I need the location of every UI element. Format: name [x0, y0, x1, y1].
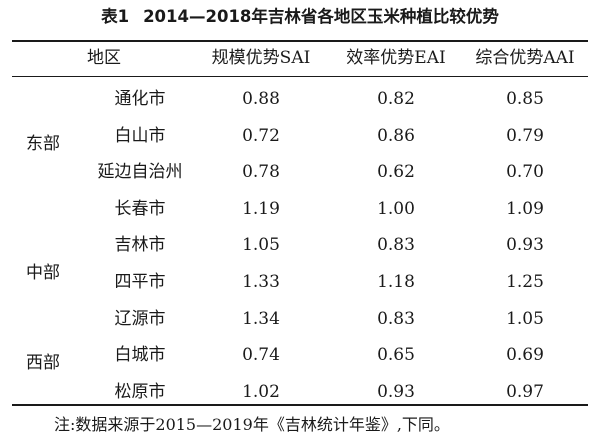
sai-cell: 0.78	[242, 162, 280, 182]
sai-cell: 0.74	[242, 345, 280, 365]
region-label-east: 东部	[26, 134, 60, 154]
header-region: 地区	[87, 48, 121, 68]
aai-cell: 0.97	[506, 382, 544, 402]
sai-cell: 1.02	[242, 382, 280, 402]
sai-cell: 1.05	[242, 235, 280, 255]
eai-cell: 1.00	[377, 199, 415, 219]
sai-cell: 0.72	[242, 126, 280, 146]
sai-cell: 1.33	[242, 272, 280, 292]
eai-cell: 0.65	[377, 345, 415, 365]
eai-cell: 0.62	[377, 162, 415, 182]
eai-cell: 0.83	[377, 309, 415, 329]
sai-cell: 1.19	[242, 199, 280, 219]
aai-cell: 1.09	[506, 199, 544, 219]
bottom-rule	[12, 404, 588, 406]
eai-cell: 0.83	[377, 235, 415, 255]
header-aai: 综合优势AAI	[475, 48, 575, 68]
city-cell: 吉林市	[114, 235, 166, 255]
sai-cell: 0.88	[242, 89, 280, 109]
city-cell: 通化市	[114, 89, 166, 109]
city-cell: 延边自治州	[97, 162, 183, 182]
eai-cell: 0.93	[377, 382, 415, 402]
region-label-central: 中部	[26, 263, 60, 283]
city-cell: 白城市	[114, 345, 166, 365]
table-title: 表1 2014—2018年吉林省各地区玉米种植比较优势	[0, 6, 600, 28]
city-cell: 四平市	[114, 272, 166, 292]
eai-cell: 0.86	[377, 126, 415, 146]
aai-cell: 1.25	[506, 272, 544, 292]
eai-cell: 0.82	[377, 89, 415, 109]
aai-cell: 0.70	[506, 162, 544, 182]
table-number: 表1	[101, 7, 130, 26]
top-rule	[12, 40, 588, 42]
city-cell: 辽源市	[114, 309, 166, 329]
aai-cell: 0.79	[506, 126, 544, 146]
table-note: 注:数据来源于2015—2019年《吉林统计年鉴》,下同。	[54, 415, 450, 434]
region-label-west: 西部	[26, 353, 60, 373]
aai-cell: 0.85	[506, 89, 544, 109]
city-cell: 长春市	[114, 199, 166, 219]
aai-cell: 0.93	[506, 235, 544, 255]
eai-cell: 1.18	[377, 272, 415, 292]
aai-cell: 1.05	[506, 309, 544, 329]
city-cell: 白山市	[114, 126, 166, 146]
header-eai: 效率优势EAI	[346, 48, 446, 68]
sai-cell: 1.34	[242, 309, 280, 329]
header-sai: 规模优势SAI	[211, 48, 311, 68]
aai-cell: 0.69	[506, 345, 544, 365]
header-rule	[12, 76, 588, 77]
city-cell: 松原市	[114, 382, 166, 402]
table-title-text: 2014—2018年吉林省各地区玉米种植比较优势	[143, 7, 499, 26]
